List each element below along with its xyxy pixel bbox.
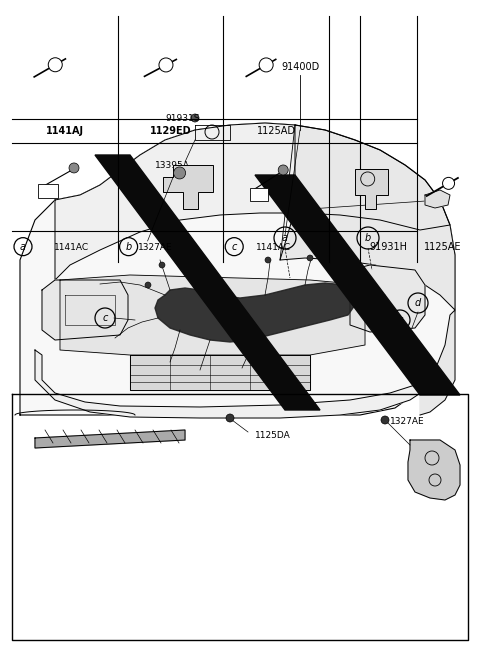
Circle shape [259, 58, 273, 72]
Text: 1125AD: 1125AD [256, 126, 296, 136]
Polygon shape [408, 440, 460, 500]
Polygon shape [155, 283, 355, 342]
Text: 91400D: 91400D [281, 62, 319, 72]
Polygon shape [55, 123, 450, 280]
Circle shape [278, 165, 288, 175]
Circle shape [174, 167, 186, 179]
Polygon shape [420, 310, 455, 415]
Text: c: c [397, 315, 403, 325]
Polygon shape [425, 190, 450, 208]
Polygon shape [350, 265, 425, 332]
Text: c: c [102, 313, 108, 323]
Text: a: a [282, 233, 288, 243]
Text: 1141AC: 1141AC [54, 243, 90, 252]
Circle shape [159, 58, 173, 72]
Text: a: a [20, 241, 26, 252]
Text: 1327AE: 1327AE [138, 243, 173, 252]
Text: 91931H: 91931H [369, 241, 408, 252]
FancyBboxPatch shape [38, 184, 58, 198]
Text: 1327AE: 1327AE [390, 417, 425, 426]
Text: 1125AE: 1125AE [423, 241, 461, 252]
Text: c: c [231, 241, 237, 252]
Polygon shape [60, 275, 365, 355]
Polygon shape [163, 165, 213, 209]
Polygon shape [20, 123, 455, 415]
Circle shape [48, 58, 62, 72]
Circle shape [197, 257, 203, 263]
Text: 1141AC: 1141AC [256, 243, 291, 252]
Polygon shape [280, 125, 455, 310]
Text: 1141AJ: 1141AJ [46, 126, 84, 136]
Text: 13395A: 13395A [155, 161, 190, 169]
Circle shape [377, 291, 383, 297]
Text: 91931S: 91931S [165, 114, 200, 123]
Polygon shape [35, 430, 185, 448]
Text: 1125DA: 1125DA [255, 430, 291, 440]
Circle shape [307, 255, 313, 261]
Circle shape [381, 416, 389, 424]
Text: b: b [125, 241, 132, 252]
Circle shape [145, 282, 151, 288]
Text: d: d [334, 241, 340, 252]
Text: b: b [365, 233, 371, 243]
Text: 1129ED: 1129ED [150, 126, 191, 136]
Text: d: d [415, 298, 421, 308]
Circle shape [226, 414, 234, 422]
FancyBboxPatch shape [250, 188, 268, 201]
Polygon shape [42, 280, 128, 340]
Circle shape [159, 262, 165, 268]
Circle shape [69, 163, 79, 173]
Polygon shape [255, 175, 460, 395]
Polygon shape [355, 169, 388, 209]
Circle shape [265, 257, 271, 263]
Circle shape [443, 177, 455, 190]
Circle shape [191, 114, 199, 122]
Polygon shape [130, 355, 310, 390]
Polygon shape [95, 155, 320, 410]
Polygon shape [35, 350, 425, 418]
